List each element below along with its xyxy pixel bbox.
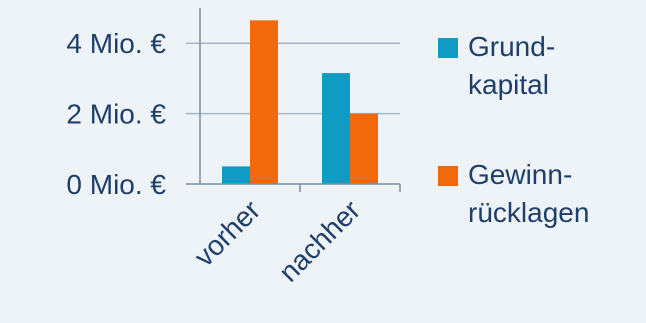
x-category-label: nachher	[273, 194, 366, 287]
y-axis-ticks: 0 Mio. € 2 Mio. € 4 Mio. €	[66, 28, 166, 200]
legend-label: Grund-	[468, 31, 555, 62]
bar-grundkapital-nachher	[322, 73, 350, 184]
legend: Grund-kapital Gewinn-rücklagen	[438, 31, 589, 228]
y-tick-label: 2 Mio. €	[66, 99, 166, 130]
y-tick-label: 4 Mio. €	[66, 28, 166, 59]
legend-swatch	[438, 38, 458, 58]
x-category-label: vorher	[188, 194, 266, 272]
bar-gewinnrücklagen-vorher	[250, 20, 278, 184]
bar-grundkapital-vorher	[222, 166, 250, 184]
legend-label: rücklagen	[468, 197, 589, 228]
axes	[186, 8, 401, 192]
bar-gewinnrücklagen-nachher	[350, 113, 378, 184]
grid-lines	[186, 42, 400, 115]
legend-label: Gewinn-	[468, 159, 572, 190]
bars	[222, 20, 378, 184]
legend-label: kapital	[468, 69, 549, 100]
legend-swatch	[438, 166, 458, 186]
x-axis-labels: vorher nachher	[188, 194, 366, 287]
y-tick-label: 0 Mio. €	[66, 169, 166, 200]
